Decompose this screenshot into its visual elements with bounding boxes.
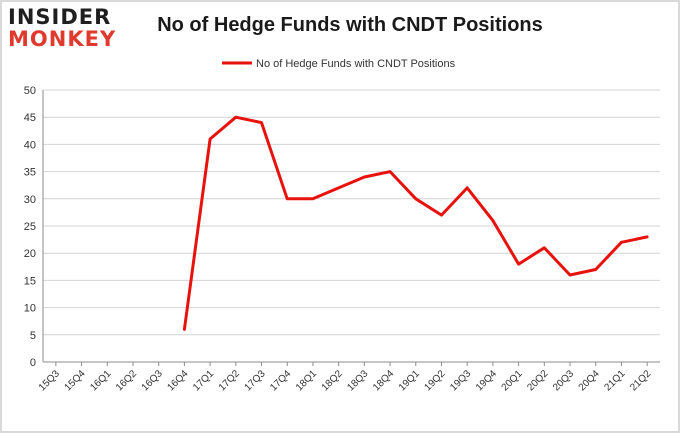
grid-lines — [43, 89, 660, 336]
x-tick-label-18Q2: 18Q2 — [320, 368, 345, 393]
x-tick-label-19Q2: 19Q2 — [423, 368, 448, 393]
y-tick-label-50: 50 — [24, 85, 36, 97]
x-tick-label-16Q1: 16Q1 — [88, 368, 113, 393]
y-tick-labels: 0 5 10 15 20 25 30 35 40 45 50 — [24, 85, 36, 369]
series-lines — [182, 115, 649, 331]
y-tick-label-25: 25 — [24, 221, 36, 233]
x-tick-label-16Q3: 16Q3 — [140, 368, 165, 393]
legend-label-0: No of Hedge Funds with CNDT Positions — [256, 58, 456, 70]
legend: No of Hedge Funds with CNDT Positions — [222, 58, 456, 70]
y-tick-label-15: 15 — [24, 275, 36, 287]
y-tick-label-5: 5 — [30, 330, 36, 342]
y-tick-label-30: 30 — [24, 194, 36, 206]
x-tick-label-18Q1: 18Q1 — [294, 368, 319, 393]
y-tick-label-20: 20 — [24, 248, 36, 260]
x-tick-label-16Q2: 16Q2 — [114, 368, 139, 393]
series-line-0 — [182, 115, 649, 331]
x-tick-label-15Q3: 15Q3 — [37, 368, 62, 393]
y-tick-label-40: 40 — [24, 139, 36, 151]
x-tick-label-19Q3: 19Q3 — [448, 368, 473, 393]
y-tick-label-0: 0 — [30, 357, 36, 369]
logo-text-monkey: MONKEY — [8, 27, 117, 51]
x-tick-labels: 15Q3 15Q4 16Q1 16Q2 16Q3 16Q4 17Q1 17Q2 17Q3 17Q4… — [37, 368, 654, 393]
x-tick-label-18Q4: 18Q4 — [371, 368, 396, 393]
x-tick-label-21Q2: 21Q2 — [628, 368, 653, 393]
x-tick-label-19Q4: 19Q4 — [474, 368, 499, 393]
x-tick-label-15Q4: 15Q4 — [63, 368, 88, 393]
x-tick-label-20Q3: 20Q3 — [551, 368, 576, 393]
x-tick-label-21Q1: 21Q1 — [602, 368, 627, 393]
x-tick-label-17Q1: 17Q1 — [191, 368, 216, 393]
x-tick-label-16Q4: 16Q4 — [165, 368, 190, 393]
y-tick-label-10: 10 — [24, 303, 36, 315]
logo-text-insider: INSIDER — [8, 5, 112, 29]
insider-monkey-logo: INSIDER MONKEY — [8, 6, 132, 56]
x-tick-label-17Q4: 17Q4 — [268, 368, 293, 393]
x-tick-label-19Q1: 19Q1 — [397, 368, 422, 393]
x-tick-label-20Q2: 20Q2 — [525, 368, 550, 393]
x-tick-label-20Q1: 20Q1 — [500, 368, 525, 393]
chart-title: No of Hedge Funds with CNDT Positions — [157, 14, 543, 36]
x-tick-label-20Q4: 20Q4 — [577, 368, 602, 393]
x-tick-label-18Q3: 18Q3 — [345, 368, 370, 393]
y-tick-label-35: 35 — [24, 167, 36, 179]
axes — [42, 90, 660, 366]
y-tick-label-45: 45 — [24, 112, 36, 124]
x-tick-label-17Q2: 17Q2 — [217, 368, 242, 393]
x-tick-label-17Q3: 17Q3 — [243, 368, 268, 393]
